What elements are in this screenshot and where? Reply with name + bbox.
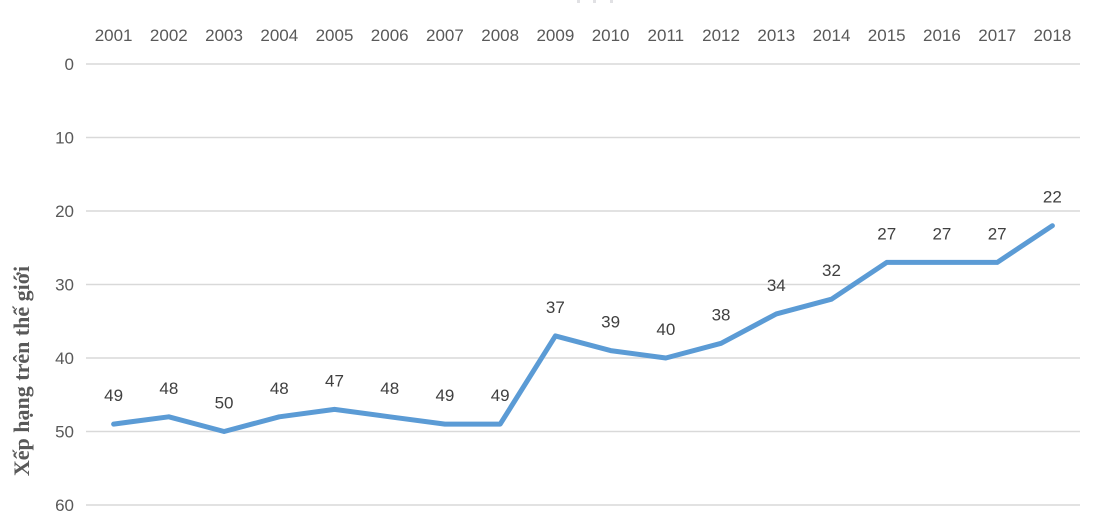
y-tick-label: 20: [55, 202, 74, 221]
data-label: 49: [104, 386, 123, 405]
data-label: 22: [1043, 188, 1062, 207]
data-label: 40: [656, 320, 675, 339]
x-tick-label: 2009: [536, 26, 574, 45]
y-axis-title: Xếp hạng trên thế giới: [9, 265, 34, 477]
data-label: 39: [601, 313, 620, 332]
x-tick-label: 2011: [648, 26, 685, 45]
data-label: 38: [712, 305, 731, 324]
x-tick-label: 2013: [757, 26, 795, 45]
x-tick-label: 2010: [592, 26, 630, 45]
data-series-line: [111, 223, 1055, 434]
data-label: 37: [546, 298, 565, 317]
data-label: 50: [215, 394, 234, 413]
data-label: 27: [932, 224, 951, 243]
data-label: 27: [877, 224, 896, 243]
x-tick-label: 2014: [813, 26, 851, 45]
x-tick-label: 2018: [1033, 26, 1071, 45]
x-tick-label: 2003: [205, 26, 243, 45]
data-label: 34: [767, 276, 786, 295]
y-tick-label: 30: [55, 276, 74, 295]
data-label: 48: [270, 379, 289, 398]
y-tick-label: 60: [55, 496, 74, 515]
data-label: 32: [822, 261, 841, 280]
data-label: 49: [435, 386, 454, 405]
x-tick-label: 2005: [316, 26, 354, 45]
y-tick-label: 10: [55, 129, 74, 148]
x-tick-label: 2008: [481, 26, 519, 45]
x-tick-label: 2006: [371, 26, 409, 45]
y-tick-label: 50: [55, 423, 74, 442]
x-tick-label: 2004: [260, 26, 298, 45]
x-tick-label: 2017: [978, 26, 1016, 45]
y-tick-label: 0: [65, 55, 74, 74]
x-tick-label: 2001: [95, 26, 133, 45]
y-tick-label: 40: [55, 349, 74, 368]
cropped-title-artifact: [577, 0, 613, 3]
x-tick-label: 2002: [150, 26, 188, 45]
data-label: 48: [380, 379, 399, 398]
data-label: 48: [159, 379, 178, 398]
data-label: 47: [325, 371, 344, 390]
x-tick-label: 2012: [702, 26, 740, 45]
x-tick-label: 2007: [426, 26, 464, 45]
data-label: 49: [491, 386, 510, 405]
x-tick-label: 2016: [923, 26, 961, 45]
data-label: 27: [988, 224, 1007, 243]
x-tick-label: 2015: [868, 26, 906, 45]
